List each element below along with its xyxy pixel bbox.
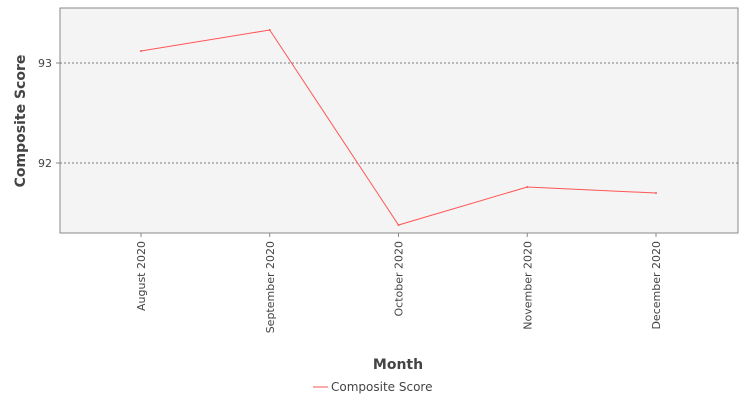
y-tick-label: 92 xyxy=(38,157,52,170)
plot-area xyxy=(59,7,739,234)
gridlines xyxy=(60,62,738,164)
y-axis-title: Composite Score xyxy=(13,55,29,188)
legend: Composite Score xyxy=(313,380,432,394)
data-point xyxy=(140,50,142,52)
x-axis-ticks: August 2020 September 2020 October 2020 Nov… xyxy=(135,233,663,333)
legend-label: Composite Score xyxy=(331,380,432,394)
y-tick-label: 93 xyxy=(38,57,52,70)
data-point xyxy=(526,186,529,188)
data-point xyxy=(268,29,271,31)
data-point xyxy=(655,192,657,194)
x-tick-label: August 2020 xyxy=(135,241,148,311)
data-point xyxy=(397,224,400,226)
x-tick-label: November 2020 xyxy=(521,241,534,330)
x-tick-label: September 2020 xyxy=(264,241,277,333)
x-tick-label: December 2020 xyxy=(650,241,663,330)
y-axis-ticks: 92 93 xyxy=(38,57,60,170)
x-tick-label: October 2020 xyxy=(393,241,406,317)
x-axis-title: Month xyxy=(373,357,423,373)
series-layer xyxy=(140,29,657,226)
